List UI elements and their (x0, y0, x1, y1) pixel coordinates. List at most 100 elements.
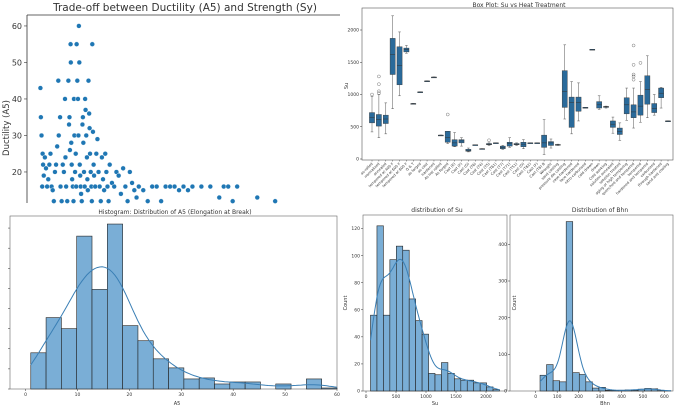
scatter-point (234, 183, 240, 190)
scatter-point (42, 154, 48, 160)
scatter-point (158, 198, 164, 204)
kde-curve (539, 320, 671, 392)
scatter-point (50, 187, 56, 193)
box-25 (541, 119, 547, 155)
x-tick-label: drawn (590, 162, 601, 173)
box-38 (630, 43, 637, 129)
x-tick-label: 40 (230, 392, 236, 398)
x-tick-label: 30 (178, 392, 184, 398)
x-tick-label: 2000 (480, 394, 492, 400)
scatter-point (104, 183, 111, 190)
scatter-point (81, 169, 87, 175)
histogram-bar (565, 221, 574, 392)
box-iqr (637, 94, 644, 116)
scatter-point (79, 198, 85, 204)
histogram-bar (383, 314, 391, 392)
scatter-point (127, 169, 133, 175)
scatter-point (47, 151, 54, 157)
histogram-bar (454, 378, 462, 392)
x-tick-label: 0 (365, 394, 368, 400)
scatter-point (176, 187, 182, 193)
scatter-point (38, 114, 44, 120)
box-iqr (561, 70, 568, 108)
y-tick-label: 120 (351, 226, 360, 232)
box-iqr (658, 87, 664, 98)
histogram-bar (306, 378, 322, 390)
scatter-point (136, 183, 142, 190)
scatter-ylabel: Ductility (A5) (2, 100, 12, 156)
box-17 (486, 138, 492, 146)
scatter-point (103, 169, 109, 175)
histogram-bar (275, 383, 292, 390)
box-19 (500, 145, 506, 150)
y-tick-label: 20 (12, 168, 22, 177)
scatter-point (68, 59, 74, 66)
y-tick-label: 100 (351, 253, 360, 259)
box-iqr (644, 75, 651, 105)
histogram-bar (214, 383, 231, 390)
scatter-point (76, 23, 82, 29)
outlier (631, 43, 636, 48)
box-22 (520, 139, 527, 149)
scatter-point (45, 176, 51, 182)
scatter-point (207, 183, 213, 190)
scatter-point (68, 140, 74, 146)
x-tick-label: Q & T (405, 161, 416, 172)
hist-a5-xlabel: A5 (174, 401, 181, 407)
x-tick-label: 500 (639, 394, 648, 400)
x-tick-label: 400 (617, 394, 626, 400)
kde-curve (370, 258, 500, 391)
box-42 (658, 87, 664, 109)
outlier (631, 77, 636, 82)
scatter-point (95, 169, 102, 175)
box-9 (431, 76, 437, 79)
scatter-point (91, 173, 97, 179)
scatter-point (87, 151, 93, 157)
outlier (377, 89, 381, 93)
scatter-point (75, 132, 82, 139)
kde-curve (30, 266, 338, 388)
scatter-point (66, 121, 72, 128)
box-14 (465, 147, 472, 153)
histogram-bar (76, 235, 93, 390)
box-iqr (376, 114, 382, 127)
y-tick-label: 20 (354, 362, 360, 368)
box-4 (396, 31, 403, 97)
scatter-point (74, 41, 80, 47)
hist-a5-title: Histogram: Distribution of A5 (Elongatio… (98, 209, 251, 216)
scatter-point (77, 162, 83, 168)
scatter-point (94, 136, 101, 142)
box-26 (548, 138, 554, 149)
box-39 (637, 61, 644, 123)
box-6 (410, 103, 417, 105)
hist-su-ylabel: Count (343, 296, 349, 311)
histogram-bar (559, 381, 567, 392)
box-24 (534, 142, 540, 144)
scatter-point (74, 78, 80, 84)
scatter-point (46, 162, 52, 168)
box-30 (575, 82, 582, 122)
y-tick-label: 300 (498, 279, 507, 285)
scatter-chart: Trade-off between Ductility (A5) and Str… (2, 2, 340, 204)
scatter-point (221, 183, 227, 190)
histogram-bar (572, 372, 580, 392)
scatter-point (82, 183, 88, 190)
box-iqr (520, 142, 527, 147)
plot-frame (361, 7, 674, 161)
box-5 (403, 45, 410, 54)
box-iqr (444, 131, 451, 143)
scatter-point (82, 107, 89, 113)
scatter-point (65, 78, 71, 84)
box-iqr (506, 142, 513, 147)
scatter-point (56, 132, 62, 139)
x-tick-label: 600 (660, 394, 669, 400)
y-tick-label: 30 (12, 131, 22, 140)
box-iqr (575, 96, 582, 112)
histogram-bar (395, 245, 404, 392)
scatter-point (163, 183, 169, 190)
box-13 (458, 137, 465, 147)
y-tick-label: 500 (350, 124, 359, 130)
scatter-point (90, 129, 96, 135)
scatter-point (98, 198, 104, 204)
hist-su-xlabel: Su (432, 401, 438, 407)
